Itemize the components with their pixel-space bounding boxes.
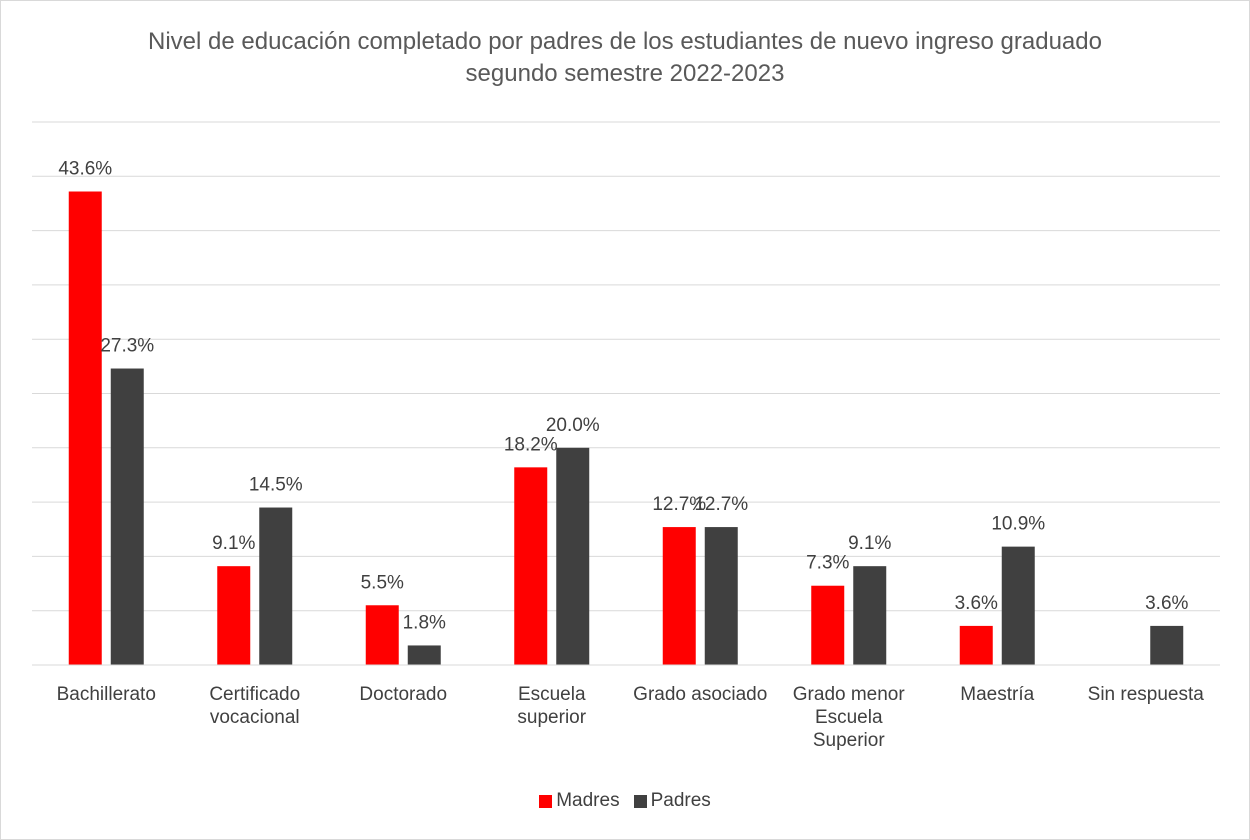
x-tick-label: Bachillerato — [56, 684, 156, 705]
bar — [259, 507, 293, 665]
data-label: 18.2% — [504, 434, 558, 455]
bar — [110, 368, 144, 665]
x-tick-label: Maestría — [960, 684, 1035, 705]
data-label: 9.1% — [848, 533, 891, 554]
bar — [407, 645, 441, 665]
data-label: 10.9% — [991, 514, 1045, 535]
data-label: 1.8% — [403, 612, 446, 633]
bar — [704, 527, 738, 665]
x-tick-label: Grado menor Escuela Superior — [792, 684, 905, 751]
x-tick-label: Sin respuesta — [1087, 684, 1204, 705]
x-tick-label: Escuela superior — [517, 684, 587, 728]
bar — [556, 447, 590, 665]
bar — [662, 527, 696, 665]
legend-swatch — [633, 794, 647, 808]
legend-label: Madres — [556, 790, 620, 811]
legend-label: Padres — [650, 790, 711, 811]
data-label: 20.0% — [546, 415, 600, 436]
bar — [514, 467, 548, 665]
bar — [959, 625, 993, 665]
x-tick-label: Grado asociado — [633, 684, 768, 705]
bar — [365, 605, 399, 665]
data-label: 43.6% — [58, 159, 112, 180]
x-tick-label: Certificado vocacional — [209, 684, 301, 728]
x-tick-label: Doctorado — [359, 684, 448, 705]
legend-item: Padres — [633, 790, 711, 812]
data-label: 9.1% — [212, 533, 255, 554]
bar — [1001, 546, 1035, 665]
data-label: 14.5% — [249, 475, 303, 496]
data-label: 3.6% — [955, 593, 998, 614]
legend-item: Madres — [539, 790, 620, 812]
data-label: 5.5% — [361, 572, 404, 593]
legend: Madres Padres — [0, 790, 1250, 812]
bar — [811, 585, 845, 665]
bar — [217, 566, 251, 665]
data-label: 7.3% — [806, 553, 849, 574]
legend-swatch — [539, 794, 553, 808]
data-label: 27.3% — [100, 336, 154, 357]
data-label: 12.7% — [694, 494, 748, 515]
bar — [853, 566, 887, 665]
chart-title: Nivel de educación completado por padres… — [148, 28, 1102, 87]
bar — [68, 191, 102, 665]
bar — [1150, 625, 1184, 665]
data-label: 12.7% — [652, 494, 706, 515]
data-label: 3.6% — [1145, 593, 1188, 614]
